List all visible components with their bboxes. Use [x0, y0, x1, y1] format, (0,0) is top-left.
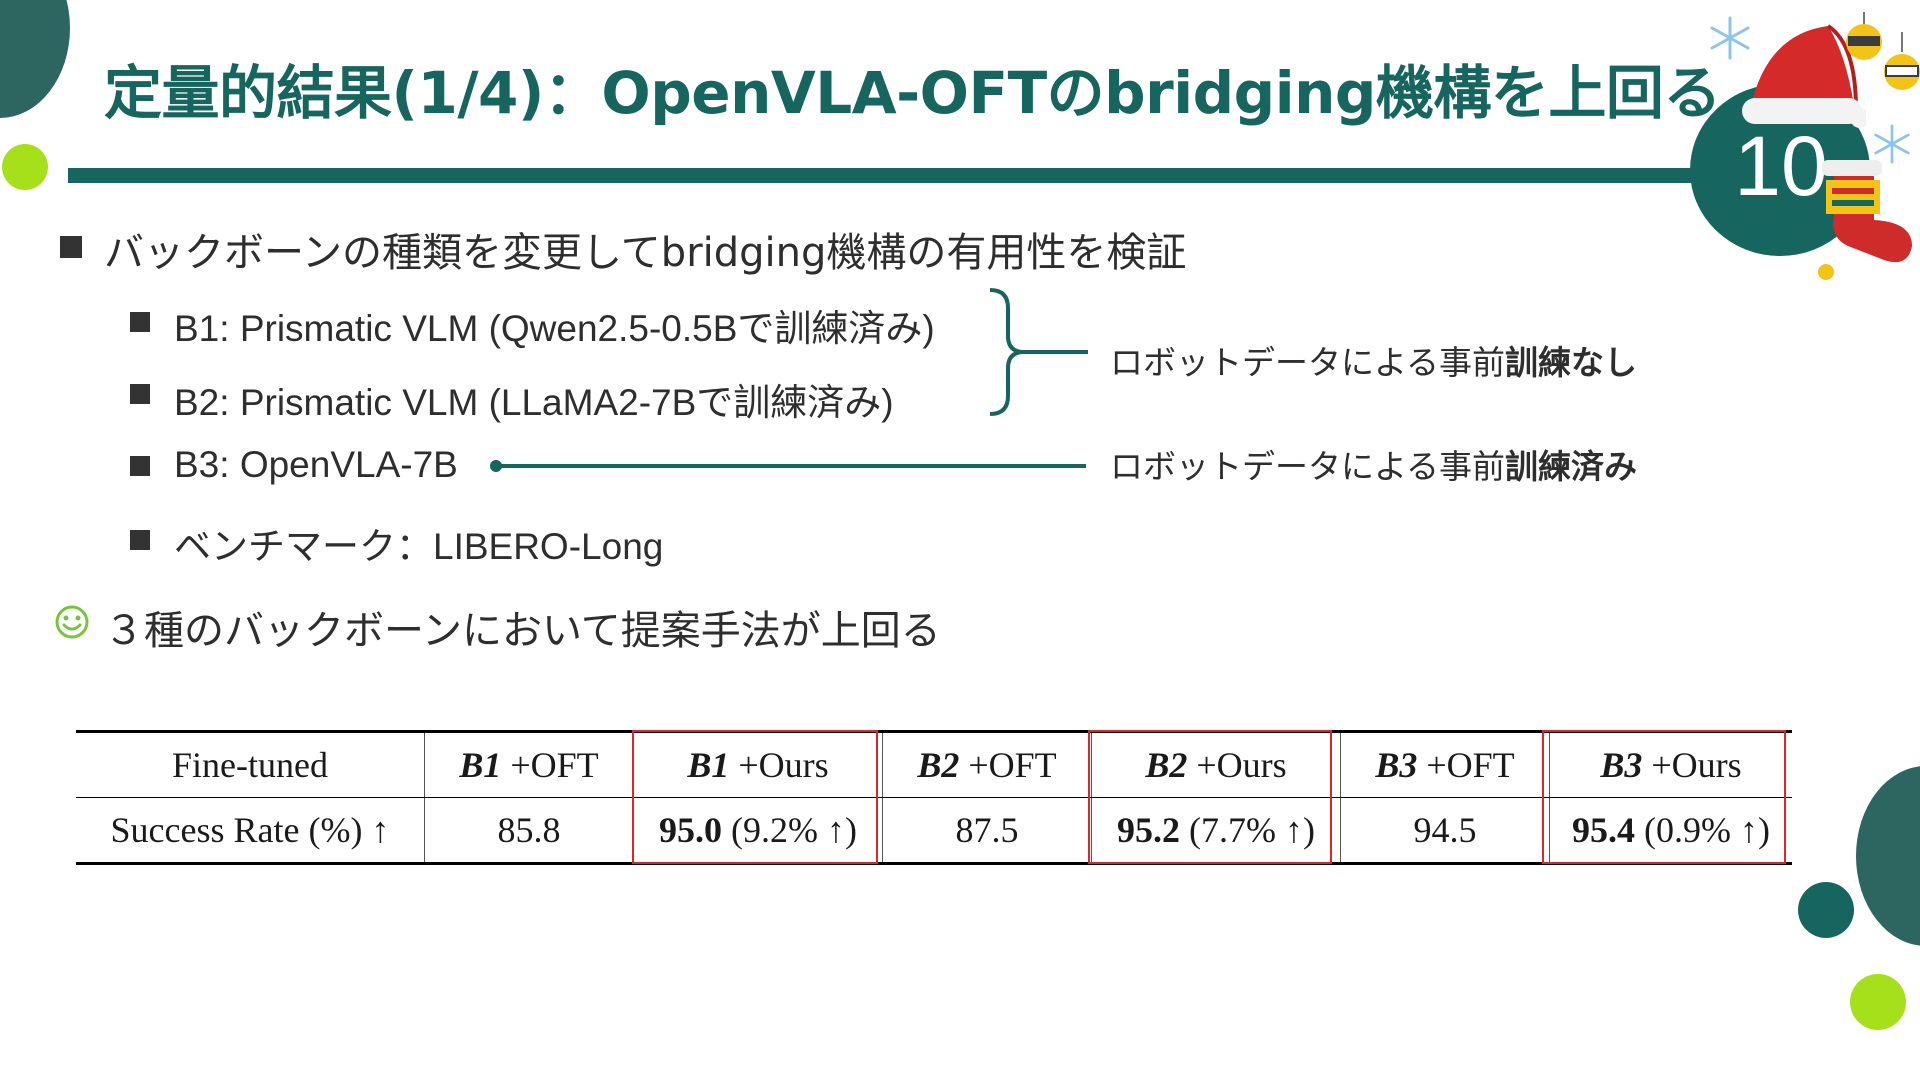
annotation-no-pretrain-prefix: ロボットデータによる事前: [1110, 343, 1506, 382]
results-table: Fine-tuned B1 +OFT B1 +Ours B2 +OFT B2 +…: [76, 730, 1792, 865]
brace-connector: [989, 288, 1088, 416]
annotation-pretrained: ロボットデータによる事前訓練済み: [1110, 440, 1637, 488]
sub-bullet-benchmark: ベンチマーク：LIBERO-Long: [174, 526, 664, 567]
lime-dot-left: [2, 144, 48, 190]
table-header-cell: B2 +OFT: [882, 731, 1092, 798]
smiley-icon: [55, 605, 89, 639]
annotation-pretrained-bold: 訓練済み: [1505, 447, 1638, 486]
title-underline: [68, 168, 1718, 183]
slide-title: 定量的結果(1/4)：OpenVLA-OFTのbridging機構を上回る: [104, 59, 1721, 127]
stocking-icon: [1818, 160, 1912, 280]
cell-b3-oft: 94.5: [1340, 797, 1550, 864]
table-row: Success Rate (%) ↑ 85.8 95.0 (9.2% ↑) 87…: [76, 797, 1792, 864]
highlight-box-b2-ours: [1088, 730, 1332, 864]
annotation-pretrained-prefix: ロボットデータによる事前: [1110, 447, 1506, 486]
conclusion-text: ３種のバックボーンにおいて提案手法が上回る: [104, 608, 941, 654]
sub-bullet-b2: B2: Prismatic VLM (LLaMA2-7Bで訓練済み): [174, 382, 894, 423]
annotation-no-pretrain: ロボットデータによる事前訓練なし: [1110, 336, 1637, 384]
table-header-cell: Fine-tuned: [76, 731, 425, 798]
row-label: Success Rate (%) ↑: [76, 797, 425, 864]
table-header-cell: B3 +OFT: [1340, 731, 1550, 798]
corner-circle-top-left: [0, 0, 70, 118]
cell-b1-oft: 85.8: [424, 797, 634, 864]
annotation-no-pretrain-bold: 訓練なし: [1505, 343, 1638, 382]
square-bullet: [130, 384, 150, 404]
cell-b2-oft: 87.5: [882, 797, 1092, 864]
cell-b2-ours: 95.2 (7.7% ↑): [1091, 797, 1341, 864]
table-header-row: Fine-tuned B1 +OFT B1 +Ours B2 +OFT B2 +…: [76, 731, 1792, 798]
teal-dot-right: [1798, 882, 1854, 938]
highlight-box-b3-ours: [1542, 730, 1786, 864]
table-header-cell: B2 +Ours: [1091, 731, 1341, 798]
main-bullet-text: バックボーンの種類を変更してbridging機構の有用性を検証: [104, 230, 1187, 276]
table-header-cell: B1 +Ours: [633, 731, 883, 798]
sub-bullet-b3: B3: OpenVLA-7B: [174, 444, 458, 485]
corner-circle-right: [1856, 766, 1920, 946]
square-bullet: [130, 456, 150, 476]
ornament-icon: [1846, 12, 1920, 90]
sub-bullet-b1: B1: Prismatic VLM (Qwen2.5-0.5Bで訓練済み): [174, 308, 935, 349]
santa-hat-icon: [1742, 24, 1866, 128]
table-header-cell: B3 +Ours: [1549, 731, 1792, 798]
page-number: 10: [1734, 119, 1828, 213]
cell-b1-ours: 95.0 (9.2% ↑): [633, 797, 883, 864]
snowflake-icon: [1874, 124, 1910, 164]
b3-connector-line: [490, 460, 1086, 472]
square-bullet: [130, 312, 150, 332]
highlight-box-b1-ours: [632, 730, 878, 864]
snowflake-icon: [1710, 16, 1750, 60]
table-header-cell: B1 +OFT: [424, 731, 634, 798]
square-bullet: [130, 530, 150, 550]
cell-b3-ours: 95.4 (0.9% ↑): [1572, 810, 1770, 850]
square-bullet: [60, 236, 82, 258]
lime-dot-right: [1850, 974, 1906, 1030]
